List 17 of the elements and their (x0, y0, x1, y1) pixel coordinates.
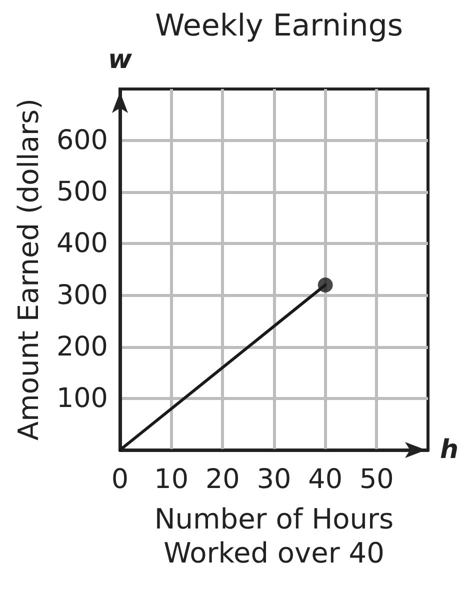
y-tick-label: 100 (56, 382, 108, 414)
x-axis-title: Number of Hours Worked over 40 (154, 502, 394, 570)
x-tick-label: 20 (205, 464, 240, 495)
x-tick-label: 30 (256, 464, 292, 495)
y-axis-title: Amount Earned (dollars) (12, 98, 46, 441)
x-tick-label: 0 (111, 464, 129, 495)
y-tick-label: 400 (56, 228, 108, 260)
y-tick-label: 200 (56, 331, 108, 362)
y-tick-label: 300 (56, 280, 108, 311)
x-tick-label: 10 (154, 464, 189, 495)
y-tick-label: 600 (56, 125, 108, 156)
x-tick-label: 40 (308, 464, 343, 495)
text: w (108, 45, 133, 75)
y-tick-label: 500 (56, 176, 108, 208)
x-tick-label: 50 (359, 464, 394, 495)
text: h (440, 435, 459, 465)
chart-title: Weekly Earnings (155, 8, 403, 44)
